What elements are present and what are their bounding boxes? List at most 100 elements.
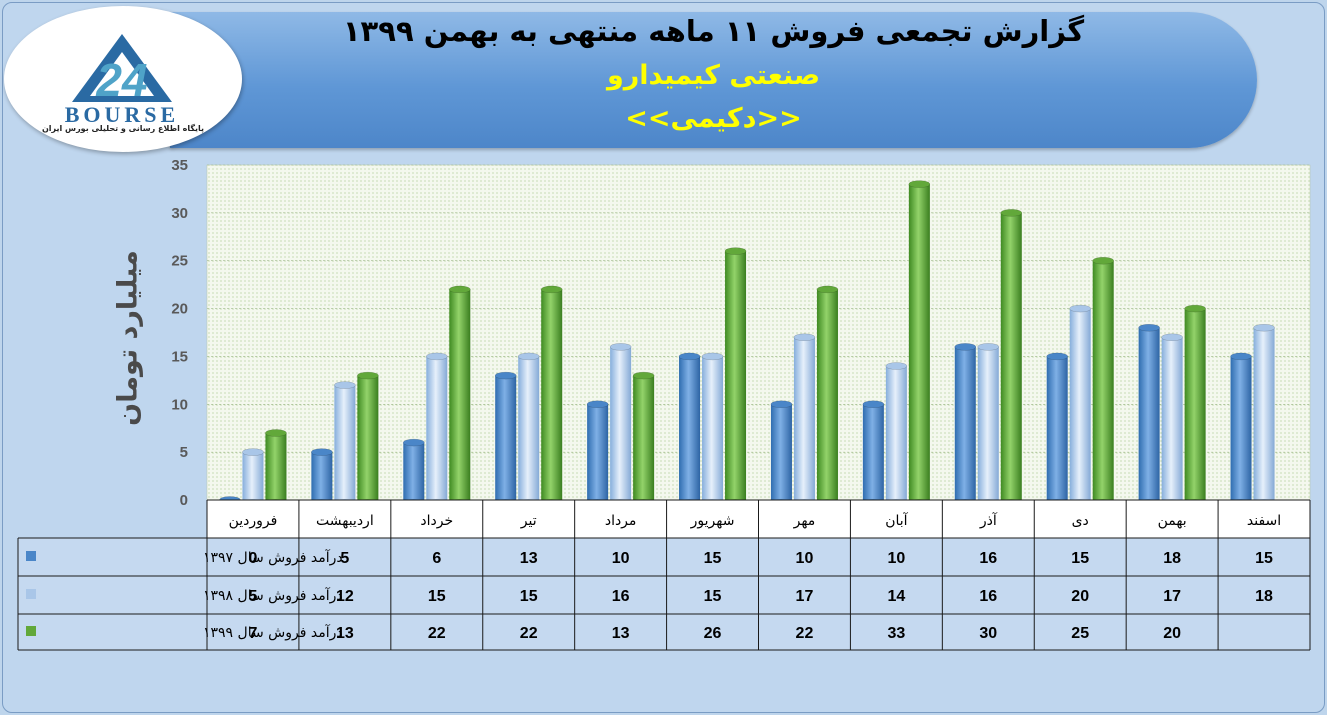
data-label: 15: [704, 588, 722, 605]
y-tick-label: 15: [171, 348, 188, 365]
bar-top: [770, 400, 793, 409]
bar-body: [1161, 337, 1183, 503]
data-label: 5: [340, 550, 349, 567]
bar-top: [724, 247, 747, 255]
bar-body: [265, 433, 287, 503]
bar: [770, 400, 793, 505]
bar: [426, 352, 448, 505]
data-label: 16: [979, 550, 997, 567]
bar-top: [265, 429, 287, 437]
bar: [954, 343, 977, 505]
y-tick-label: 20: [171, 301, 188, 318]
bar-top: [954, 343, 977, 351]
data-label: 20: [1163, 625, 1181, 642]
bar: [1184, 304, 1206, 505]
bar-body: [610, 346, 632, 503]
bar: [1230, 352, 1252, 505]
legend-label: درآمد فروش سال ۱۳۹۸: [203, 587, 343, 604]
bar: [494, 371, 517, 505]
data-label: 10: [887, 550, 905, 567]
bar-top: [1184, 304, 1206, 313]
bar-top: [1000, 209, 1023, 217]
y-tick-label: 5: [180, 444, 188, 461]
bar: [1069, 304, 1091, 505]
bar-body: [1184, 308, 1206, 503]
data-label: 22: [428, 625, 446, 642]
bar-body: [1230, 356, 1252, 503]
bar-body: [793, 337, 815, 503]
bar-body: [334, 385, 356, 503]
category-label: اسفند: [1247, 513, 1281, 529]
logo-number: 24: [95, 54, 147, 106]
data-label: 10: [796, 550, 814, 567]
plot-area: [206, 164, 1311, 501]
legend-label: درآمد فروش سال ۱۳۹۹: [203, 624, 343, 641]
data-label: 6: [432, 550, 441, 567]
bar-top: [1138, 323, 1160, 332]
category-label: آذر: [979, 512, 998, 529]
y-tick-label: 10: [171, 396, 188, 413]
bar-body: [518, 356, 540, 503]
data-label: 13: [336, 625, 354, 642]
bar: [1253, 323, 1275, 505]
data-label: 15: [704, 550, 722, 567]
bar-top: [862, 400, 885, 409]
y-tick-labels: 0 5 10 15 20 25 30 35: [171, 157, 188, 509]
bar-body: [908, 184, 930, 503]
data-label: 18: [1255, 588, 1273, 605]
data-label: 25: [1071, 625, 1089, 642]
bar-top: [242, 448, 264, 456]
bar-body: [1069, 308, 1091, 503]
data-label: 17: [1163, 588, 1181, 605]
legend-swatch: [26, 551, 36, 561]
legend-label: درآمد فروش سال ۱۳۹۷: [203, 549, 343, 566]
bar: [242, 448, 264, 505]
data-label: 26: [704, 625, 722, 642]
category-label: خرداد: [420, 513, 453, 529]
data-label: 22: [796, 625, 814, 642]
bar-body: [770, 404, 792, 503]
bar-top: [586, 400, 609, 409]
category-label: آبان: [885, 512, 908, 529]
bar-top: [426, 352, 448, 361]
logo-triangle-inner: [90, 52, 154, 96]
bar-body: [541, 289, 563, 503]
data-label: 12: [336, 588, 354, 605]
bar-body: [1000, 212, 1022, 503]
bar-body: [426, 356, 448, 503]
data-label: 33: [887, 625, 905, 642]
bar: [357, 371, 379, 505]
category-label: بهمن: [1158, 513, 1187, 529]
category-label: دی: [1072, 513, 1089, 529]
bar: [977, 343, 1000, 505]
bar-body: [885, 366, 907, 503]
bar-top: [494, 371, 517, 380]
data-label: 5: [249, 588, 258, 605]
bar-body: [725, 251, 747, 503]
table-body-bg: [18, 538, 1310, 650]
logo-tagline: پایگاه اطلاع رسانی و تحلیلی بورس ایران: [41, 124, 205, 133]
data-label: 10: [612, 550, 630, 567]
bar: [1138, 323, 1160, 505]
bourse-logo: 24 BOURSE: [65, 34, 175, 127]
bar: [701, 352, 724, 505]
chart-subtitle: صنعتی کیمیدارو: [606, 60, 821, 91]
bar-body: [862, 404, 884, 503]
bar: [1161, 333, 1183, 505]
bar-body: [633, 375, 655, 503]
bar-top: [1092, 256, 1114, 265]
category-label: مرداد: [605, 513, 637, 529]
bar-top: [357, 371, 379, 380]
bar-body: [587, 404, 609, 503]
bar-body: [449, 289, 471, 503]
company-code: <<دکیمی>>: [625, 103, 802, 134]
bar-top: [885, 362, 908, 370]
bar-top: [1253, 323, 1275, 332]
bar-top: [609, 343, 632, 351]
bar: [908, 180, 931, 505]
chart-title: گزارش تجمعی فروش ۱۱ ماهه منتهی به بهمن ۱…: [342, 14, 1085, 48]
bar-top: [701, 352, 724, 361]
bar: [862, 400, 885, 505]
category-label: شهریور: [690, 513, 735, 529]
